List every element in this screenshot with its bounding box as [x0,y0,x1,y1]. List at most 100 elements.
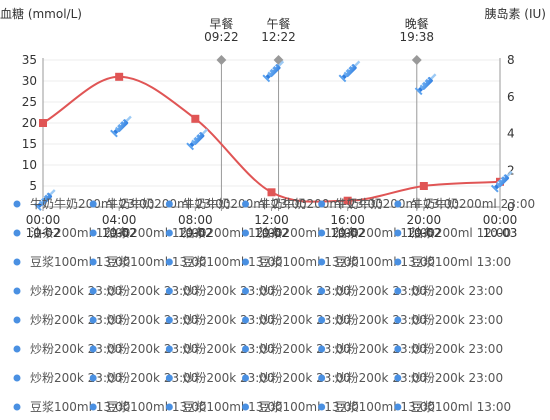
glucose-point [191,114,200,123]
food-record-text: 豆浆100ml 13:00 [411,254,511,269]
food-record-text: 油条200ml 12:00 [30,226,130,240]
food-record-text: 油条200ml 12:00 [411,226,511,240]
food-record-dot [165,403,173,411]
glucose-point [115,72,124,81]
food-record-dot [318,345,326,353]
food-record-dot [165,287,173,295]
food-record-dot [89,374,97,382]
x-tick-time-label: 04:00 [102,213,137,227]
food-record-text: 豆浆100ml 13:00 [106,399,206,414]
food-record-text: 炒粉200k 23:00 [259,342,351,356]
food-record-text: 炒粉200k 23:00 [106,313,198,327]
food-record-dot [89,316,97,324]
food-record-text: 炒粉200k 23:00 [106,342,198,356]
insulin-syringe-icon [109,112,135,138]
food-record-dot [242,316,249,324]
y-right-tick-label: 6 [507,90,515,104]
food-record-dot [165,345,173,353]
food-record-text: 油条200ml 12:00 [106,226,206,240]
food-record-dot [242,258,249,266]
y-left-tick-label: 10 [22,158,37,172]
x-tick-date-label: 10-03 [483,226,518,240]
y-left-tick-label: 15 [22,137,37,151]
x-tick-time-label: 00:00 [26,213,61,227]
food-record-dot [394,374,402,382]
food-record-dot [13,316,21,324]
x-tick-date-label: 10-02 [254,226,289,240]
x-tick-date-label: 10-02 [178,226,213,240]
food-record-dot [13,403,21,411]
food-record-dot [318,374,326,382]
food-record-text: 炒粉200k 23:00 [30,313,122,327]
food-record-text: 豆浆100ml 13:00 [106,254,206,269]
y-right-tick-label: 2 [507,163,515,177]
food-record-dot [13,374,21,382]
y-right-axis-title: 胰岛素 (IU) [484,6,546,21]
x-tick-date-label: 10-02 [26,226,61,240]
food-record-dot [318,316,326,324]
y-left-tick-label: 35 [22,53,37,67]
insulin-syringe-icon [414,70,440,96]
food-record-text: 炒粉200k 23:00 [411,313,503,327]
x-tick-time-label: 20:00 [407,213,442,227]
food-record-text: 油条200ml 12:00 [259,226,359,240]
y-left-axis-title: 血糖 (mmol/L) [0,6,82,21]
meal-time-label: 12:22 [261,30,296,44]
food-record-text: 炒粉200k 23:00 [106,284,198,298]
food-record-dot [89,229,97,237]
food-record-text: 豆浆100ml 13:00 [182,399,282,414]
food-record-dot [318,287,326,295]
food-record-dot [89,403,97,411]
food-record-dot [394,258,402,266]
food-record-dot [394,229,402,237]
y-left-tick-label: 25 [22,95,37,109]
insulin-syringe-icon [185,125,211,151]
food-record-dot [13,229,21,237]
meal-marker-diamond [411,55,422,65]
food-record-dot [318,229,326,237]
x-tick-time-label: 12:00 [254,213,289,227]
glucose-point [343,196,352,205]
food-record-dot [165,316,173,324]
food-record-dot [165,374,173,382]
x-tick-time-label: 00:00 [483,213,518,227]
insulin-syringe-icon [490,168,516,193]
food-record-text: 豆浆100ml 13:00 [411,399,511,414]
x-tick-time-label: 16:00 [330,213,365,227]
food-record-dot [394,287,402,295]
food-record-dot [394,200,402,208]
glucose-point [39,119,47,127]
food-record-dot [242,287,249,295]
food-record-dot [89,287,97,295]
food-record-dot [242,345,249,353]
food-record-dot [242,200,249,208]
food-record-text: 炒粉200k 23:00 [259,284,351,298]
food-record-text: 豆浆100ml 13:00 [335,254,435,269]
y-right-tick-label: 4 [507,127,515,141]
x-tick-date-label: 10-02 [102,226,137,240]
glucose-line [42,75,501,203]
food-record-dot [394,316,402,324]
food-record-text: 炒粉200k 23:00 [182,371,274,385]
meal-name-label: 早餐 [209,16,233,31]
food-record-dot [318,403,326,411]
food-record-text: 炒粉200k 23:00 [30,371,122,385]
food-record-dot [89,345,97,353]
food-record-dot [318,200,326,208]
food-record-text: 炒粉200k 23:00 [30,284,122,298]
food-record-dot [165,200,173,208]
food-record-text: 豆浆100ml 13:00 [30,254,130,269]
food-record-dot [13,345,21,353]
food-record-dot [394,403,402,411]
food-record-text: 豆浆100ml 13:00 [335,399,435,414]
food-record-dot [13,200,21,208]
insulin-syringe-icon [262,57,287,83]
food-record-text: 炒粉200k 23:00 [30,342,122,356]
meal-time-label: 19:38 [399,30,434,44]
y-left-tick-label: 30 [22,74,37,88]
food-record-text: 豆浆100ml 13:00 [30,399,130,414]
food-record-text: 炒粉200k 23:00 [411,284,503,298]
food-record-dot [394,345,402,353]
glucose-point [267,188,276,197]
meal-marker-diamond [216,55,227,65]
